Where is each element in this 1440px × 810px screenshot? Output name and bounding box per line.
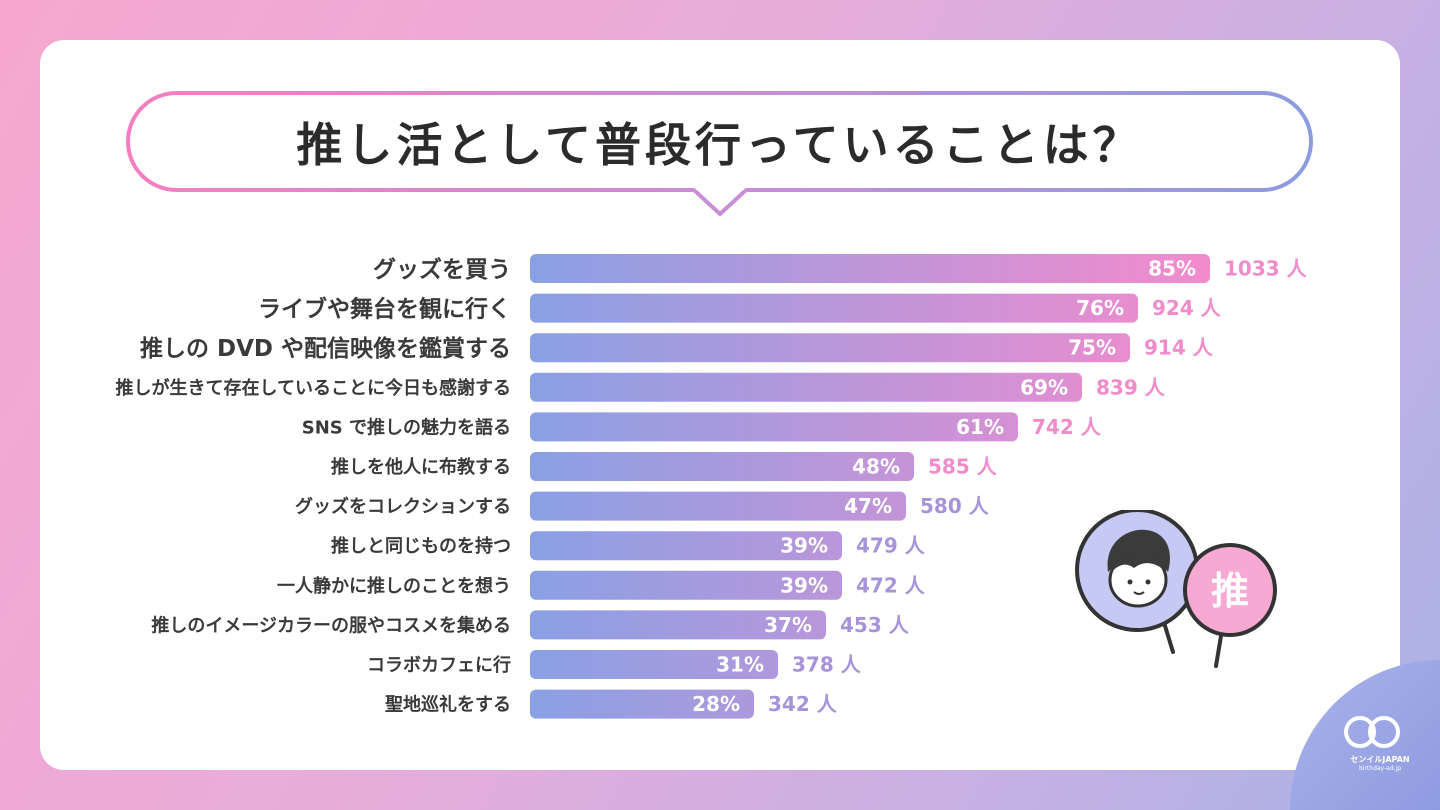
bar (530, 650, 778, 679)
count-label: 914 人 (1144, 336, 1214, 360)
category-label: 聖地巡礼をする (385, 694, 511, 716)
category-label: 推しが生きて存在していることに今日も感謝する (116, 377, 511, 399)
category-label: 推しと同じものを持つ (331, 535, 511, 557)
percent-label: 39% (780, 573, 828, 597)
category-label: グッズをコレクションする (295, 496, 511, 518)
percent-label: 76% (1076, 296, 1124, 320)
fan-illustration: 推 (1075, 510, 1277, 668)
percent-label: 37% (764, 613, 812, 637)
count-label: 742 人 (1032, 415, 1102, 439)
bar (530, 570, 842, 600)
bar (530, 333, 1130, 363)
bar (530, 689, 754, 719)
title-bubble-tail (692, 180, 748, 216)
percent-label: 28% (692, 692, 740, 716)
bar (530, 372, 1082, 402)
category-label: コラボカフェに行 (367, 654, 511, 676)
bar (530, 531, 842, 561)
percent-label: 75% (1068, 336, 1116, 360)
brand-logo-icon (1336, 710, 1408, 754)
category-label: SNS で推しの魅力を語る (302, 416, 511, 438)
percent-label: 48% (852, 455, 900, 479)
percent-label: 69% (1020, 375, 1068, 399)
percent-label: 31% (716, 653, 764, 677)
percent-label: 85% (1148, 257, 1196, 281)
count-label: 1033 人 (1224, 257, 1308, 281)
bar (530, 412, 1018, 442)
category-label: 推しの DVD や配信映像を鑑賞する (140, 335, 511, 362)
bar (530, 610, 826, 640)
category-label: 推しのイメージカラーの服やコスメを集める (151, 614, 511, 636)
bar (530, 254, 1210, 283)
category-label: グッズを買う (373, 256, 511, 283)
count-label: 924 人 (1152, 296, 1222, 320)
percent-label: 47% (844, 494, 892, 518)
page-title: 推し活として普段行っていることは？ (296, 117, 1143, 172)
count-label: 580 人 (920, 494, 990, 518)
bar (530, 491, 906, 521)
percent-label: 61% (956, 415, 1004, 439)
bar (530, 293, 1138, 323)
category-label: ライブや舞台を観に行く (258, 295, 511, 322)
count-label: 472 人 (856, 573, 926, 597)
percent-label: 39% (780, 534, 828, 558)
count-label: 585 人 (928, 455, 998, 479)
category-label: 推しを他人に布教する (331, 456, 511, 478)
title-bubble: 推し活として普段行っていることは？ (126, 91, 1313, 192)
count-label: 453 人 (840, 613, 910, 637)
count-label: 839 人 (1096, 375, 1166, 399)
count-label: 479 人 (856, 534, 926, 558)
bar (530, 452, 914, 481)
category-label: 一人静かに推しのことを想う (277, 575, 511, 597)
brand-logo-text: センイルJAPAN (1350, 755, 1410, 764)
fan-text: 推 (1211, 569, 1249, 613)
brand-url: birthday-ad.jp (1358, 765, 1402, 772)
count-label: 342 人 (768, 692, 838, 716)
count-label: 378 人 (792, 653, 862, 677)
